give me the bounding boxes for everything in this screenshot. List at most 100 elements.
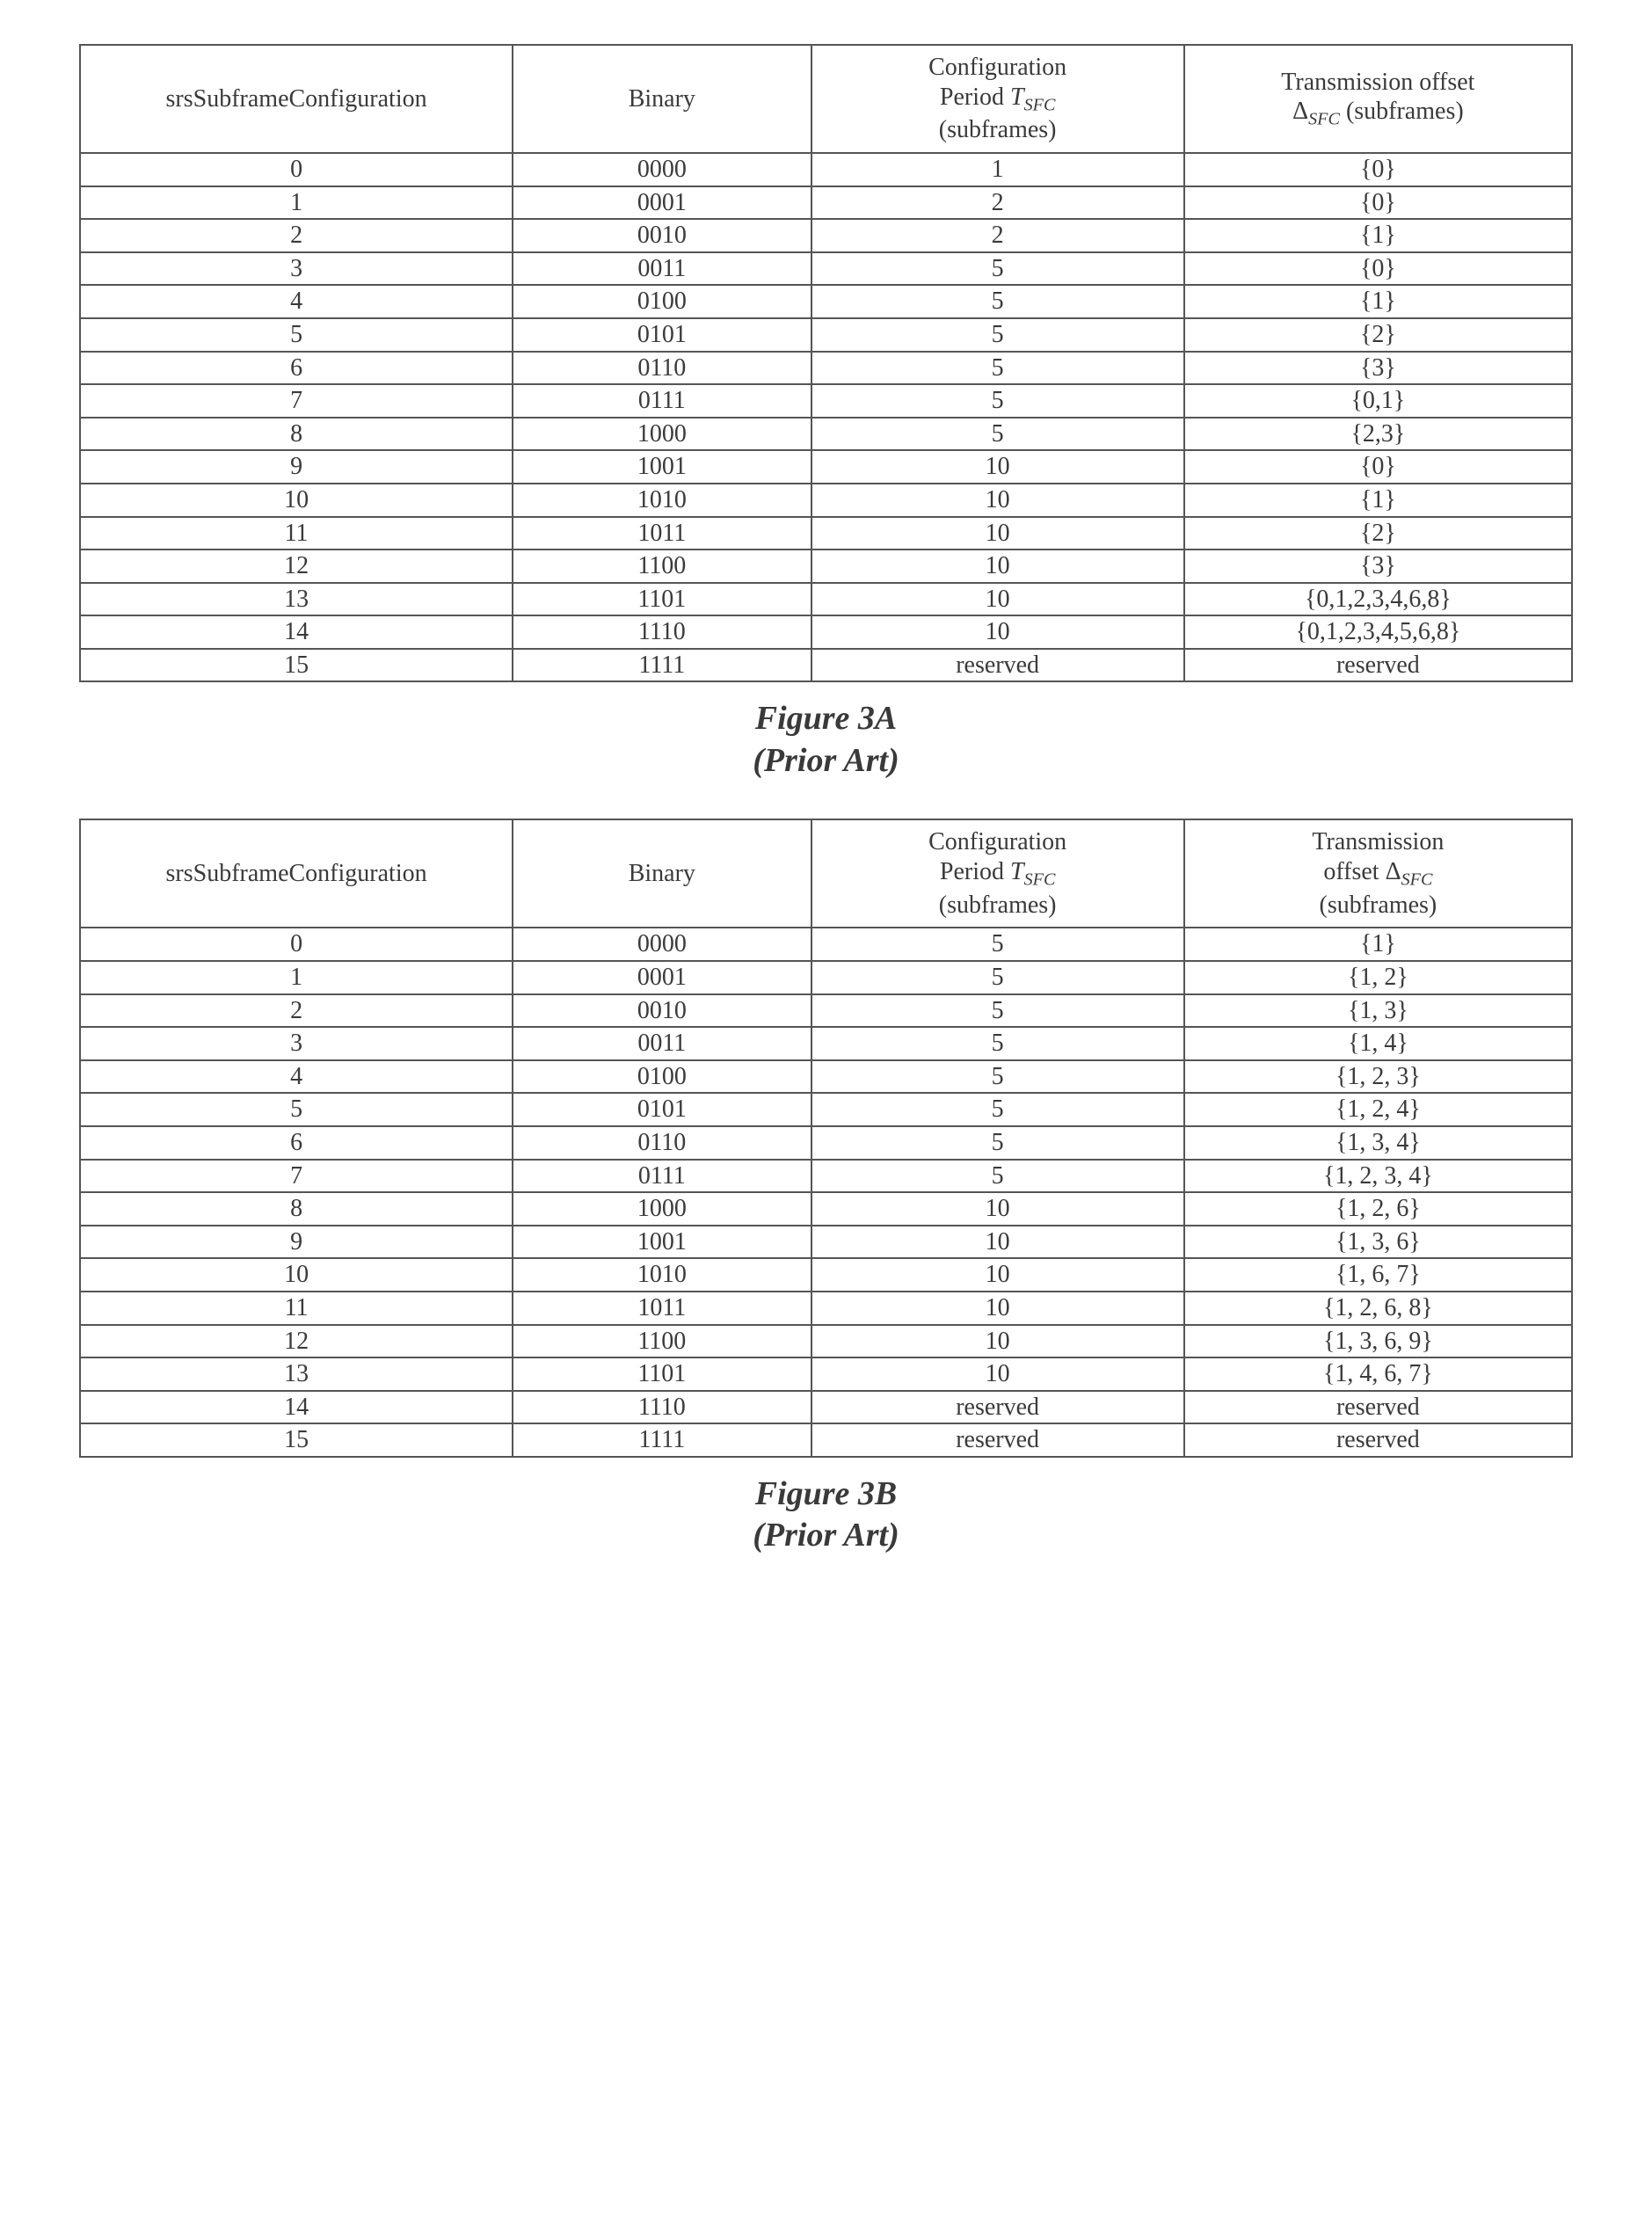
table-cell: 5: [811, 418, 1184, 451]
table-cell: 0010: [513, 219, 811, 252]
table-row: 151111reservedreserved: [80, 1423, 1572, 1457]
table-cell: {1, 3, 6}: [1184, 1226, 1572, 1259]
table-cell: 5: [811, 928, 1184, 961]
header-col4-line3: (subframes): [1320, 892, 1437, 919]
table-cell: {1, 4}: [1184, 1027, 1572, 1060]
table-cell: 10: [811, 1258, 1184, 1292]
caption-3b-line1: Figure 3B: [755, 1475, 898, 1512]
table-cell: {1, 2, 6, 8}: [1184, 1292, 1572, 1325]
table-row: 810005{2,3}: [80, 418, 1572, 451]
header-col4-prefix: Δ: [1292, 98, 1308, 125]
header-col4: Transmission offset ΔSFC (subframes): [1184, 819, 1572, 928]
table-cell: {1, 4, 6, 7}: [1184, 1357, 1572, 1391]
table-cell: 0000: [513, 153, 811, 186]
table-cell: {3}: [1184, 352, 1572, 385]
table-cell: {1, 6, 7}: [1184, 1258, 1572, 1292]
table-cell: {2}: [1184, 318, 1572, 352]
table-cell: 1: [80, 961, 513, 994]
table-cell: {1, 2, 3}: [1184, 1060, 1572, 1094]
table-header-row: srsSubframeConfiguration Binary Configur…: [80, 819, 1572, 928]
table-row: 13110110{1, 4, 6, 7}: [80, 1357, 1572, 1391]
table-row: 701115{0,1}: [80, 384, 1572, 418]
table-row: 11101110{1, 2, 6, 8}: [80, 1292, 1572, 1325]
table-cell: 7: [80, 384, 513, 418]
table-cell: 13: [80, 583, 513, 616]
table-cell: {3}: [1184, 549, 1572, 583]
table-cell: 1111: [513, 649, 811, 682]
table-row: 100012{0}: [80, 186, 1572, 220]
table-row: 13110110{0,1,2,3,4,6,8}: [80, 583, 1572, 616]
table-cell: {1, 2, 4}: [1184, 1093, 1572, 1126]
table-row: 14111010{0,1,2,3,4,5,6,8}: [80, 615, 1572, 649]
header-col4-prefix: offset Δ: [1323, 858, 1401, 885]
table-cell: 14: [80, 615, 513, 649]
table-cell: 5: [80, 1093, 513, 1126]
table-cell: reserved: [811, 1391, 1184, 1424]
table-row: 000005{1}: [80, 928, 1572, 961]
table-cell: 8: [80, 1192, 513, 1226]
table-cell: 5: [811, 1160, 1184, 1193]
table-row: 401005{1}: [80, 285, 1572, 318]
table-cell: 10: [811, 615, 1184, 649]
table-cell: {0,1,2,3,4,6,8}: [1184, 583, 1572, 616]
table-cell: 1110: [513, 1391, 811, 1424]
table-cell: 4: [80, 285, 513, 318]
table-cell: reserved: [811, 649, 1184, 682]
table-cell: 5: [811, 994, 1184, 1028]
table-row: 601105{3}: [80, 352, 1572, 385]
table-row: 11101110{2}: [80, 517, 1572, 550]
table-row: 200105{1, 3}: [80, 994, 1572, 1028]
table-cell: 8: [80, 418, 513, 451]
table-cell: 5: [811, 252, 1184, 286]
caption-3a: Figure 3A (Prior Art): [79, 698, 1573, 782]
header-col3-sub: SFC: [1024, 870, 1056, 890]
table-cell: 0010: [513, 994, 811, 1028]
table-row: 10101010{1}: [80, 484, 1572, 517]
table-cell: {0}: [1184, 450, 1572, 484]
table-cell: {0,1}: [1184, 384, 1572, 418]
table-cell: 1001: [513, 1226, 811, 1259]
table-header-row: srsSubframeConfiguration Binary Configur…: [80, 45, 1572, 153]
header-col3: Configuration Period TSFC (subframes): [811, 819, 1184, 928]
table-row: 8100010{1, 2, 6}: [80, 1192, 1572, 1226]
table-row: 9100110{0}: [80, 450, 1572, 484]
table-row: 701115{1, 2, 3, 4}: [80, 1160, 1572, 1193]
header-col3-line1: Configuration: [928, 828, 1066, 855]
table-cell: 15: [80, 649, 513, 682]
table-cell: 15: [80, 1423, 513, 1457]
table-row: 9100110{1, 3, 6}: [80, 1226, 1572, 1259]
table-cell: 6: [80, 352, 513, 385]
table-cell: 0001: [513, 961, 811, 994]
caption-3b-line2: (Prior Art): [753, 1517, 899, 1554]
table-cell: {1, 2}: [1184, 961, 1572, 994]
table-row: 12110010{1, 3, 6, 9}: [80, 1325, 1572, 1358]
table-3a-body: 000001{0}100012{0}200102{1}300115{0}4010…: [80, 153, 1572, 682]
header-col1: srsSubframeConfiguration: [80, 819, 513, 928]
table-cell: 0001: [513, 186, 811, 220]
table-cell: 0101: [513, 318, 811, 352]
table-cell: 5: [811, 318, 1184, 352]
table-cell: 5: [811, 285, 1184, 318]
table-cell: 14: [80, 1391, 513, 1424]
table-row: 141110reservedreserved: [80, 1391, 1572, 1424]
table-cell: 1010: [513, 484, 811, 517]
table-cell: 10: [80, 1258, 513, 1292]
table-cell: {1, 3}: [1184, 994, 1572, 1028]
header-col2: Binary: [513, 819, 811, 928]
table-cell: reserved: [811, 1423, 1184, 1457]
table-cell: {1, 3, 6, 9}: [1184, 1325, 1572, 1358]
table-cell: 12: [80, 549, 513, 583]
table-cell: 5: [811, 961, 1184, 994]
table-cell: 1110: [513, 615, 811, 649]
table-cell: 2: [80, 994, 513, 1028]
table-cell: 10: [811, 1357, 1184, 1391]
table-cell: {0}: [1184, 153, 1572, 186]
table-cell: 10: [80, 484, 513, 517]
table-cell: 0011: [513, 1027, 811, 1060]
table-cell: 11: [80, 1292, 513, 1325]
caption-3b: Figure 3B (Prior Art): [79, 1474, 1573, 1557]
table-cell: 7: [80, 1160, 513, 1193]
table-row: 501015{2}: [80, 318, 1572, 352]
table-cell: 3: [80, 1027, 513, 1060]
table-cell: {2}: [1184, 517, 1572, 550]
